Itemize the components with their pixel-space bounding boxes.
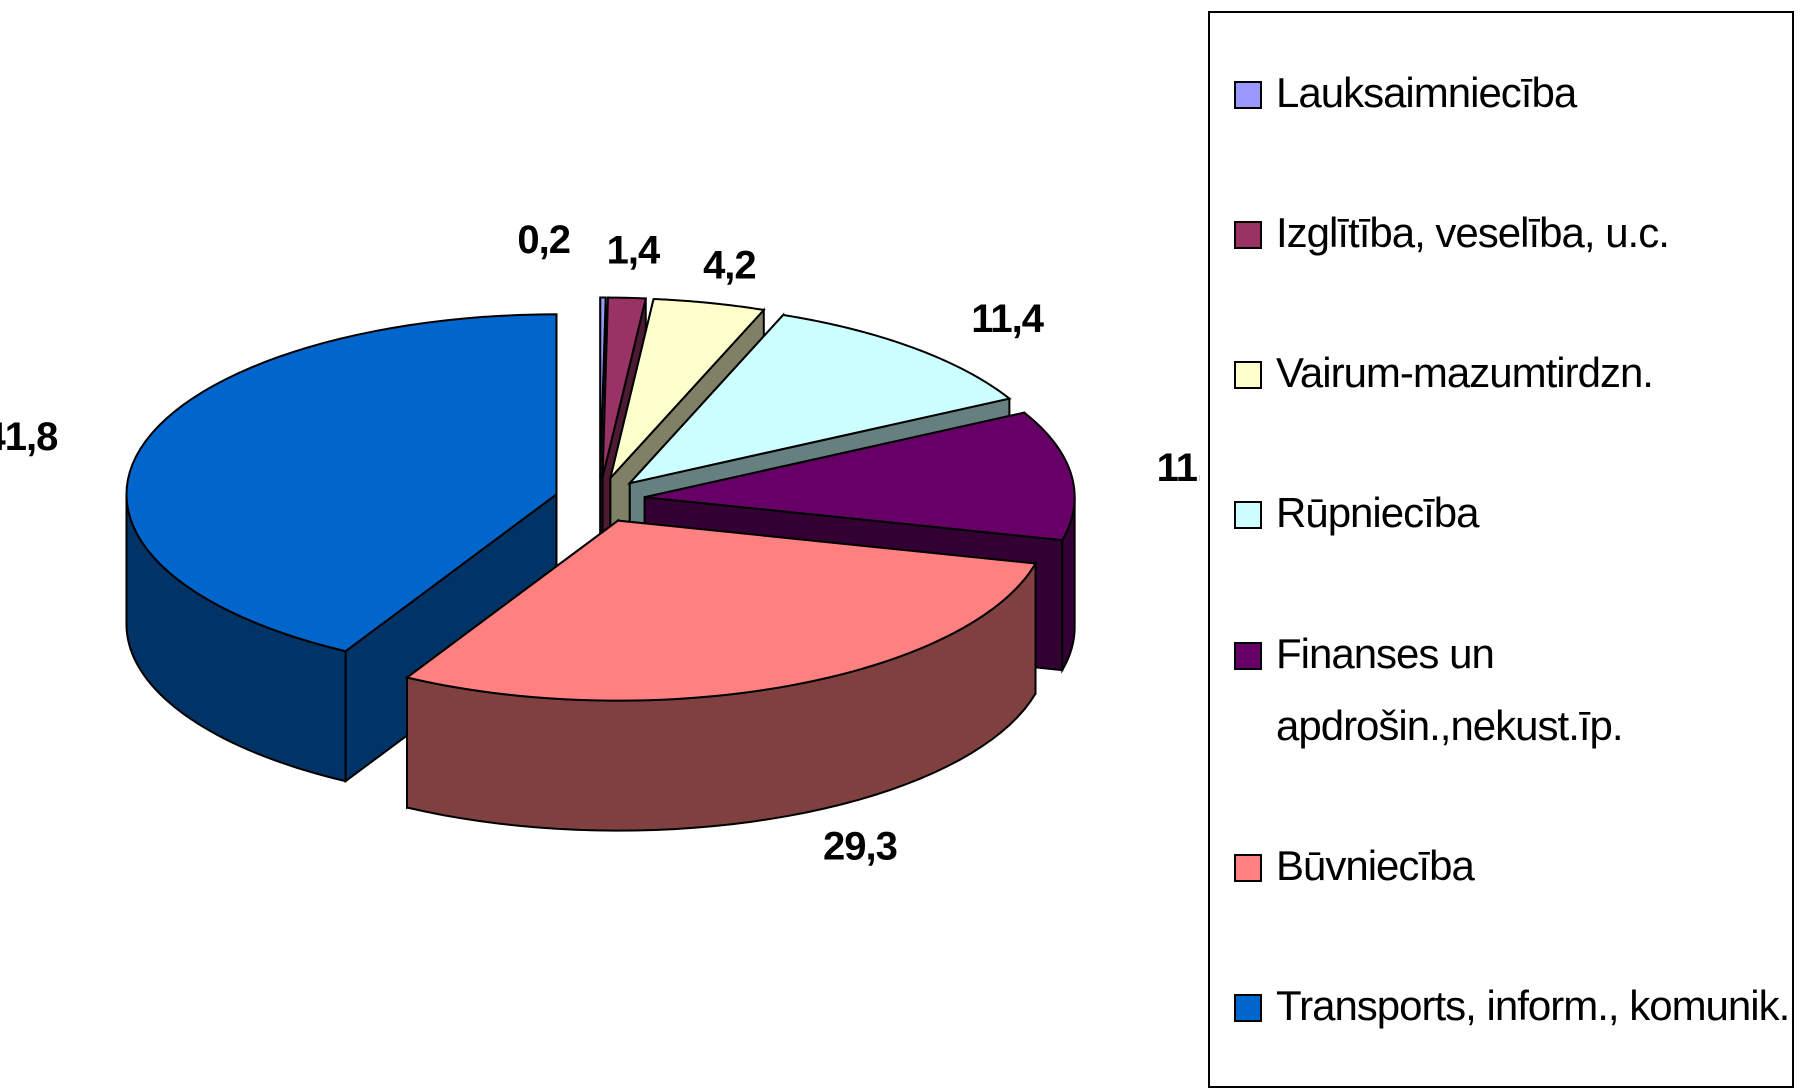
slice-top — [125, 313, 558, 653]
data-label: 4,2 — [703, 243, 756, 287]
data-label: 11,6 — [1157, 446, 1200, 490]
legend-item: Rūpniecība — [1234, 477, 1792, 549]
legend-label: Rūpniecība — [1276, 489, 1479, 537]
legend-item: Transports, inform., komunik. — [1234, 970, 1792, 1042]
data-label: 29,3 — [823, 824, 897, 868]
data-label: 1,4 — [607, 228, 661, 272]
slice — [404, 518, 1038, 832]
legend-item: Lauksaimniecība — [1234, 57, 1792, 129]
data-label: 11,4 — [971, 297, 1044, 341]
legend-label: Transports, inform., komunik. — [1276, 981, 1790, 1029]
legend-swatch — [1234, 81, 1262, 110]
legend-label: Izglītība, veselība, u.c. — [1276, 209, 1670, 257]
legend-swatch — [1234, 221, 1262, 250]
legend-swatch — [1234, 993, 1262, 1022]
slice-top — [601, 296, 648, 478]
slice-top — [609, 297, 766, 479]
slice-top — [644, 411, 1076, 542]
legend-swatch — [1234, 361, 1262, 390]
legend: Lauksaimniecība Izglītība, veselība, u.c.… — [1208, 11, 1794, 1088]
legend-swatch — [1234, 641, 1262, 670]
legend-swatch — [1234, 501, 1262, 530]
data-label: 0,2 — [517, 218, 570, 262]
legend-item: Būvniecība — [1234, 830, 1792, 902]
data-label: 41,8 — [0, 415, 58, 459]
legend-swatch — [1234, 853, 1262, 882]
legend-item: Vairum-mazumtirdzn. — [1234, 337, 1792, 409]
legend-label: Finanses un apdrošin.,nekust.īp. — [1276, 629, 1624, 749]
legend-label: Vairum-mazumtirdzn. — [1276, 349, 1654, 397]
legend-label: Lauksaimniecība — [1276, 69, 1577, 117]
legend-label: Būvniecība — [1276, 841, 1475, 889]
slice-top — [626, 313, 1012, 485]
slice-top — [404, 519, 1038, 702]
slice-top — [599, 296, 607, 478]
legend-item: Izglītība, veselība, u.c. — [1234, 197, 1792, 269]
legend-item: Finanses un apdrošin.,nekust.īp. — [1234, 618, 1792, 762]
slice — [125, 313, 558, 784]
chart: 0,2 1,4 4,2 11,4 11,6 29,3 41,8 — [0, 218, 1200, 868]
